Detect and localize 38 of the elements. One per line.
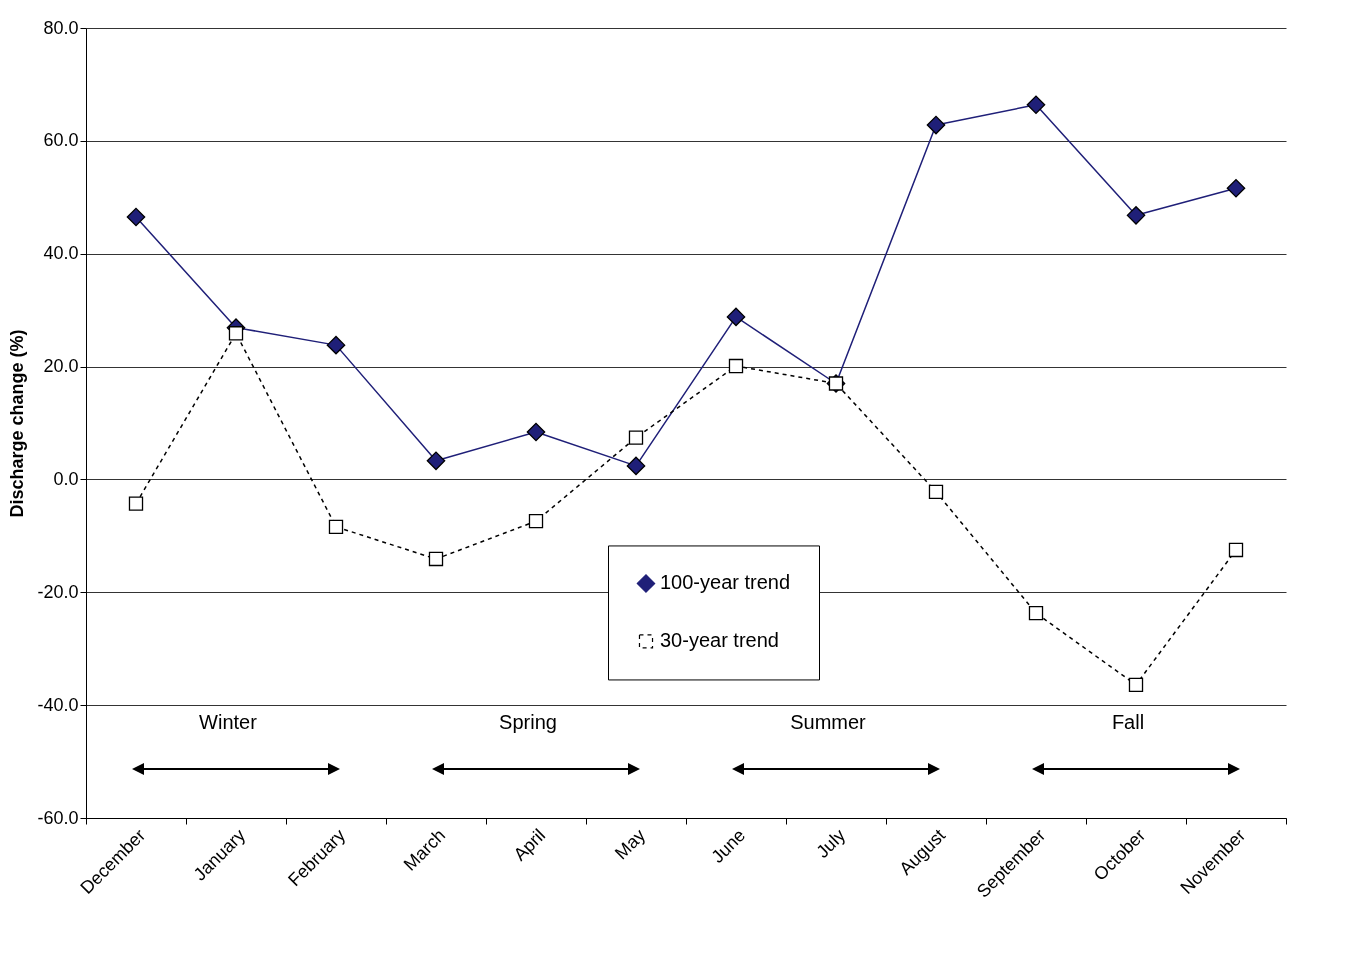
point (728, 358, 744, 374)
y-tick-label: 20.0 (43, 356, 79, 377)
legend-label: 30-year trend (660, 629, 779, 652)
point (1226, 178, 1246, 198)
point (126, 207, 146, 227)
point (626, 456, 646, 476)
point (926, 115, 946, 135)
y-tick-label: -20.0 (37, 581, 79, 602)
point (726, 307, 746, 327)
point (528, 514, 544, 529)
annotation: Summer (790, 711, 867, 733)
x-tick-label: May (611, 825, 650, 864)
y-tick-label: -40.0 (37, 694, 79, 715)
point (1228, 542, 1244, 558)
point (1028, 606, 1044, 621)
annotation: Winter (199, 711, 258, 733)
annotation: Fall (1111, 711, 1145, 733)
point (128, 496, 144, 511)
point (328, 519, 344, 534)
y-tick-label: 60.0 (43, 130, 79, 151)
y-tick-label: -60.0 (37, 807, 79, 828)
legend-label: 100-year trend (660, 571, 791, 594)
point (428, 551, 444, 567)
y-tick-label: 80.0 (43, 17, 79, 38)
y-tick-label: 0.0 (53, 468, 79, 489)
annotation: Spring (499, 711, 557, 733)
point (1126, 206, 1146, 225)
y-tick-label: 40.0 (43, 243, 79, 264)
point (526, 422, 546, 442)
point (326, 335, 346, 355)
point (426, 451, 446, 471)
x-tick-label: July (812, 825, 850, 862)
point (228, 326, 244, 341)
point (928, 484, 944, 500)
point (1128, 677, 1144, 692)
point (1026, 95, 1046, 115)
point (628, 430, 644, 445)
y-axis-title: Discharge change (%) (7, 329, 28, 518)
